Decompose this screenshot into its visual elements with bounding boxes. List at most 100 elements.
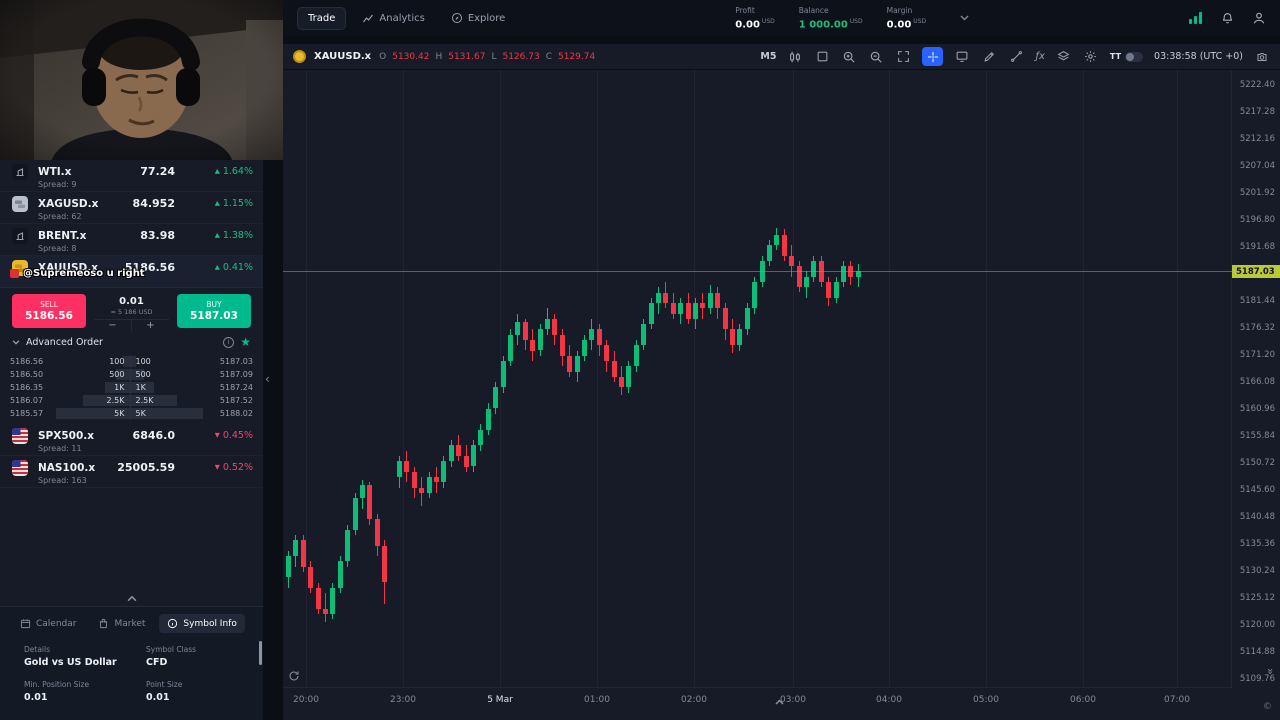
ask-price: 5187.09 — [219, 370, 253, 379]
candle — [715, 292, 721, 309]
info-icon[interactable]: i — [223, 336, 235, 348]
user-account-icon[interactable] — [1252, 11, 1266, 25]
settings-gear-icon[interactable] — [1083, 49, 1099, 65]
instrument-spread: Spread: 8 — [38, 243, 77, 253]
candle — [730, 329, 735, 346]
watchlist-row-spx500-x[interactable]: SPX500.x 6846.0 ▼ 0.45% Spread: 11 — [0, 424, 263, 456]
scrollbar-thumb[interactable] — [259, 641, 262, 665]
chart-toolbar: XAUUSD.x O 5130.42 H 5131.67 L 5126.73 C 512… — [283, 44, 1280, 70]
instrument-symbol: SPX500.x — [38, 429, 95, 442]
volume-value[interactable]: 0.01 — [119, 296, 144, 307]
candle — [656, 292, 661, 303]
chart-layout-icon[interactable] — [814, 49, 830, 65]
connection-signal-icon[interactable] — [1189, 12, 1203, 24]
grid-line — [889, 70, 890, 688]
volume-increase-button[interactable]: + — [146, 320, 155, 331]
panel-resize-handle[interactable] — [127, 595, 137, 602]
bid-volume: 2.5K — [54, 394, 130, 407]
time-axis-label: 03:00 — [780, 695, 806, 705]
price-axis-label: 5166.08 — [1239, 377, 1275, 387]
balance-label: Balance — [798, 5, 829, 15]
depth-row[interactable]: 5186.07 2.5K 2.5K 5187.52 — [8, 394, 255, 407]
layers-icon[interactable] — [1056, 49, 1072, 65]
time-axis-label: 20:00 — [293, 695, 319, 705]
bottom-info-panel: Calendar Market Symbol Info Details Gold … — [0, 606, 263, 720]
tab-market[interactable]: Market — [90, 614, 153, 633]
tab-trade-label: Trade — [308, 12, 336, 24]
tab-trade[interactable]: Trade — [297, 6, 347, 30]
candle — [781, 234, 787, 256]
candle — [574, 355, 580, 372]
favorite-star-icon[interactable]: ★ — [240, 335, 251, 349]
advanced-order-row[interactable]: Advanced Order i ★ — [0, 332, 263, 352]
price-axis-label: 5109.76 — [1239, 674, 1275, 684]
time-axis[interactable]: 20:00 23:00 5 Mar 01:00 02:00 03:00 04:00 05:00… — [283, 687, 1232, 720]
candle — [493, 387, 499, 409]
price-axis[interactable]: 5187.03 » © 5222.40 5217.28 5212.16 5207.04… — [1231, 70, 1280, 720]
watchlist-row-xagusd-x[interactable]: XAGUSD.x 84.952 ▲ 1.15% Spread: 62 — [0, 192, 263, 224]
ask-volume: 5K — [129, 407, 206, 420]
candle — [663, 292, 669, 303]
grid-line — [986, 70, 987, 688]
tab-analytics[interactable]: Analytics — [352, 7, 434, 29]
trendline-tool-icon[interactable] — [1008, 49, 1024, 65]
candle — [330, 587, 336, 615]
bottom-panel-tabs: Calendar Market Symbol Info — [0, 607, 263, 635]
open-value: 5130.42 — [392, 51, 430, 62]
balance-value: 1 000.00 USD — [798, 17, 863, 31]
volume-decrease-button[interactable]: − — [94, 320, 132, 332]
candle — [337, 561, 343, 588]
screenshot-camera-icon[interactable] — [1254, 49, 1270, 65]
depth-row[interactable]: 5186.56 100 100 5187.03 — [8, 355, 255, 368]
candlestick-chart[interactable] — [283, 70, 1232, 688]
indicators-fx-icon[interactable]: ƒx — [1035, 51, 1045, 62]
tab-symbol-info[interactable]: Symbol Info — [159, 614, 245, 633]
candle — [397, 461, 402, 478]
fullscreen-icon[interactable] — [895, 49, 911, 65]
notifications-bell-icon[interactable] — [1221, 11, 1234, 25]
account-dropdown-chevron-icon[interactable] — [960, 15, 969, 21]
refresh-icon[interactable] — [288, 670, 300, 682]
depth-row[interactable]: 5185.57 5K 5K 5188.02 — [8, 407, 255, 420]
watchlist-row-wti-x[interactable]: WTI.x 77.24 ▲ 1.64% Spread: 9 — [0, 160, 263, 192]
grid-line — [306, 70, 307, 688]
watchlist-continued: SPX500.x 6846.0 ▼ 0.45% Spread: 11 NAS100.x 2… — [0, 424, 263, 488]
time-axis-handle-icon[interactable] — [775, 699, 784, 705]
volume-stepper: 0.01 ≈ 5 186 USD − + — [94, 294, 169, 332]
watchlist: WTI.x 77.24 ▲ 1.64% Spread: 9 XAGUSD.x 84.952… — [0, 160, 263, 288]
chart-type-icon[interactable] — [787, 49, 803, 65]
candle — [804, 276, 809, 288]
candle — [382, 545, 388, 583]
draw-pencil-icon[interactable] — [981, 49, 997, 65]
watchlist-row-nas100-x[interactable]: NAS100.x 25005.59 ▼ 0.52% Spread: 163 — [0, 456, 263, 488]
sidebar-collapse-icon[interactable]: ‹ — [265, 372, 270, 386]
webcam-overlay — [0, 0, 283, 160]
zoom-out-icon[interactable] — [868, 49, 884, 65]
instrument-change: ▼ 0.52% — [214, 462, 253, 473]
timeframe-button[interactable]: M5 — [760, 51, 777, 62]
depth-row[interactable]: 5186.35 1K 1K 5187.24 — [8, 381, 255, 394]
candle — [419, 487, 425, 493]
depth-row[interactable]: 5186.50 500 500 5187.09 — [8, 368, 255, 381]
tab-analytics-label: Analytics — [379, 12, 425, 24]
tab-calendar[interactable]: Calendar — [12, 614, 84, 633]
candle — [485, 408, 491, 430]
crosshair-tool-button[interactable] — [922, 47, 944, 66]
tab-explore[interactable]: Explore — [441, 7, 516, 29]
buy-button[interactable]: BUY 5187.03 — [177, 294, 251, 328]
toggle-switch — [1125, 51, 1144, 62]
display-icon[interactable] — [954, 49, 970, 65]
watchlist-row-brent-x[interactable]: BRENT.x 83.98 ▲ 1.38% Spread: 8 — [0, 224, 263, 256]
watchlist-row-xauusd-x[interactable]: XAUUSD.x 5186.56 ▲ 0.41% — [0, 256, 263, 288]
zoom-in-icon[interactable] — [841, 49, 857, 65]
sell-button[interactable]: SELL 5186.56 — [12, 294, 86, 328]
candle — [589, 329, 595, 340]
bid-price: 5186.35 — [10, 383, 44, 392]
candle — [700, 303, 706, 309]
instrument-icon-oil — [12, 228, 28, 244]
sidebar-gutter: ‹ — [263, 160, 283, 720]
margin-label: Margin — [886, 5, 913, 15]
candle — [448, 445, 454, 462]
trading-terminal-toggle[interactable]: TT — [1110, 51, 1144, 62]
profit-label: Profit — [735, 5, 755, 15]
